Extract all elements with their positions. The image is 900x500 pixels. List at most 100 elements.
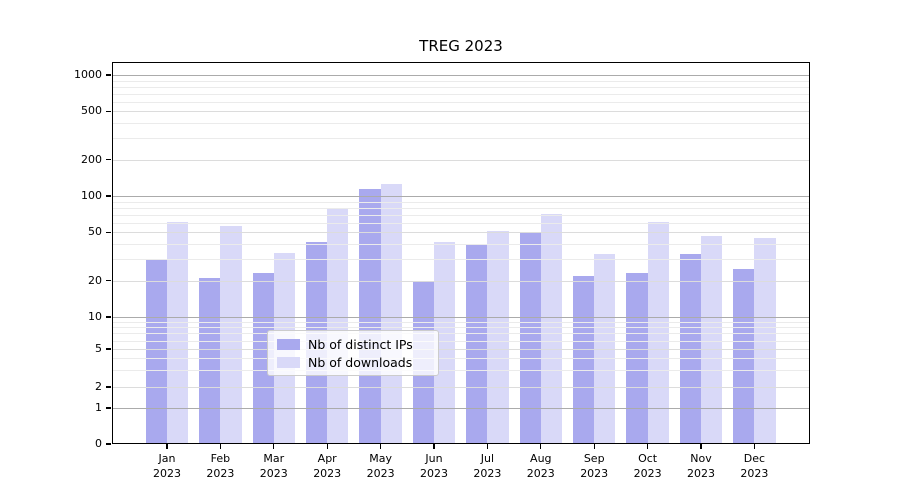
gridline — [112, 317, 810, 318]
y-tick-mark — [106, 231, 111, 234]
gridline — [112, 358, 810, 360]
bar-distinct-ips — [572, 275, 595, 444]
x-tick-label: Feb 2023 — [206, 452, 235, 480]
x-tick-label: Nov 2023 — [687, 452, 715, 480]
x-tick-mark — [273, 444, 275, 449]
legend-swatch-distinct-ips-icon — [277, 338, 300, 350]
legend-label-downloads: Nb of downloads — [308, 354, 413, 370]
x-tick-label: Dec 2023 — [740, 452, 769, 480]
x-tick-label: Apr 2023 — [313, 452, 342, 480]
x-tick-mark — [219, 444, 222, 449]
gridline — [112, 280, 810, 282]
y-tick-mark — [106, 386, 111, 388]
y-tick-label: 1000 — [74, 68, 102, 81]
x-tick-label: Sep 2023 — [580, 452, 609, 480]
x-tick-label: Jan 2023 — [153, 452, 181, 480]
x-tick-mark — [326, 444, 328, 449]
y-tick-label: 50 — [88, 225, 102, 239]
bar-downloads — [434, 241, 456, 444]
legend: Nb of distinct IPs Nb of downloads — [267, 330, 439, 376]
bar-downloads — [647, 221, 669, 444]
gridline — [112, 80, 810, 82]
gridline — [112, 327, 810, 329]
gridline — [112, 101, 810, 103]
bar-distinct-ips — [145, 259, 167, 444]
gridline — [112, 333, 810, 335]
y-tick-mark — [106, 348, 111, 350]
y-tick-mark — [106, 74, 111, 76]
gridline — [112, 321, 810, 323]
y-tick-mark — [106, 195, 111, 197]
gridline — [112, 244, 810, 246]
x-tick-mark — [700, 444, 702, 449]
bar-downloads — [540, 214, 563, 444]
chart-title: TREG 2023 — [419, 37, 503, 55]
bar-distinct-ips — [199, 278, 221, 444]
bar-downloads — [380, 184, 402, 444]
gridline — [112, 408, 810, 409]
gridline — [112, 340, 810, 342]
gridline — [112, 349, 810, 350]
gridline — [112, 196, 810, 197]
gridline — [112, 207, 810, 209]
gridline — [112, 387, 810, 388]
x-tick-label: May 2023 — [366, 452, 395, 480]
y-tick-label: 1 — [95, 401, 102, 414]
gridline — [112, 201, 810, 203]
gridline — [112, 259, 810, 261]
gridline — [112, 232, 810, 234]
gridline — [112, 159, 810, 161]
bar-distinct-ips — [466, 245, 488, 444]
bar-distinct-ips — [519, 232, 541, 444]
x-tick-mark — [540, 444, 542, 449]
legend-label-distinct-ips: Nb of distinct IPs — [308, 336, 413, 352]
x-tick-label: Oct 2023 — [633, 452, 662, 480]
x-tick-label: Jun 2023 — [420, 452, 448, 480]
y-tick-label: 2 — [95, 380, 102, 393]
x-tick-mark — [166, 444, 168, 449]
bar-downloads — [327, 207, 349, 444]
y-tick-label: 5 — [95, 342, 102, 355]
x-tick-label: Jul 2023 — [473, 452, 502, 480]
legend-entry-downloads: Nb of downloads — [277, 355, 429, 370]
bar-distinct-ips — [733, 268, 755, 444]
y-tick-mark — [106, 316, 111, 318]
bar-downloads — [167, 221, 189, 444]
y-tick-mark — [106, 407, 111, 409]
x-tick-mark — [486, 444, 489, 449]
y-tick-label: 200 — [81, 152, 102, 166]
y-tick-label: 10 — [88, 310, 102, 323]
bar-distinct-ips — [359, 188, 381, 444]
legend-entry-distinct-ips: Nb of distinct IPs — [277, 337, 429, 352]
plot-area — [112, 62, 810, 444]
gridline — [112, 86, 810, 88]
gridline — [112, 123, 810, 125]
y-tick-label: 100 — [81, 189, 102, 202]
gridline — [112, 93, 810, 95]
bar-downloads — [487, 231, 509, 444]
y-tick-label: 500 — [81, 104, 102, 118]
x-tick-mark — [433, 444, 435, 449]
x-tick-mark — [646, 444, 649, 449]
gridline — [112, 214, 810, 216]
y-tick-label: 0 — [95, 437, 102, 450]
legend-swatch-downloads-icon — [277, 356, 300, 368]
x-tick-label: Aug 2023 — [526, 452, 555, 480]
y-tick-mark — [106, 110, 111, 113]
y-tick-mark — [106, 279, 111, 282]
bar-downloads — [701, 235, 723, 444]
x-tick-mark — [593, 444, 595, 449]
x-tick-mark — [753, 444, 756, 449]
y-tick-mark — [106, 158, 111, 161]
y-tick-mark — [106, 443, 111, 445]
gridline — [112, 370, 810, 372]
x-tick-mark — [379, 444, 382, 449]
bar-downloads — [220, 225, 242, 444]
gridline — [112, 222, 810, 224]
gridline — [112, 75, 810, 76]
y-tick-label: 20 — [88, 273, 102, 287]
gridline — [112, 111, 810, 113]
gridline — [112, 138, 810, 140]
x-tick-label: Mar 2023 — [259, 452, 288, 480]
